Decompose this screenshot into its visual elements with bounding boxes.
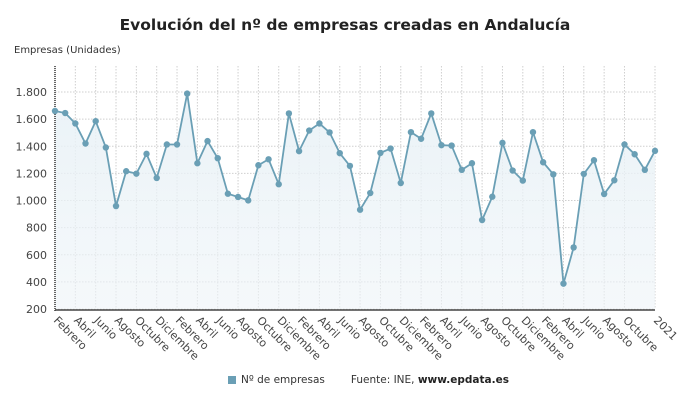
y-tick-label: 800 xyxy=(26,222,47,235)
data-point xyxy=(458,166,465,174)
data-point xyxy=(346,162,354,170)
data-point xyxy=(478,216,486,224)
data-point xyxy=(590,157,598,164)
data-point xyxy=(295,147,303,155)
data-point xyxy=(438,141,445,149)
y-tick-label: 1.200 xyxy=(16,167,48,180)
y-tick-label: 1.400 xyxy=(16,140,48,153)
data-point xyxy=(122,168,130,175)
data-point xyxy=(92,117,99,125)
data-point xyxy=(580,170,588,178)
chart-title: Evolución del nº de empresas creadas en … xyxy=(119,16,571,34)
data-point xyxy=(356,206,364,213)
data-point xyxy=(255,162,262,169)
data-point xyxy=(51,107,59,115)
data-point xyxy=(641,166,649,174)
y-tick-label: 1.000 xyxy=(16,195,48,208)
data-point xyxy=(336,149,343,157)
data-point xyxy=(306,127,313,134)
y-tick-label: 600 xyxy=(26,249,47,262)
series-line xyxy=(54,93,656,284)
data-point xyxy=(489,193,496,200)
data-point xyxy=(397,179,404,187)
data-point xyxy=(651,147,659,155)
source-site: www.epdata.es xyxy=(417,374,509,386)
y-axis-label: Empresas (Unidades) xyxy=(14,45,121,56)
y-tick-label: 1.600 xyxy=(16,113,48,126)
data-point xyxy=(245,197,252,204)
data-point xyxy=(611,177,618,184)
data-point xyxy=(224,190,232,197)
data-point xyxy=(539,159,547,166)
line-chart: 2004006008001.0001.2001.4001.6001.800Feb… xyxy=(16,66,680,363)
data-point xyxy=(163,141,171,148)
data-point xyxy=(184,90,191,97)
source-prefix: Fuente: INE, xyxy=(350,374,418,386)
data-point xyxy=(102,144,110,151)
data-point xyxy=(153,174,160,182)
data-point xyxy=(428,110,435,117)
data-point xyxy=(316,120,323,127)
data-point xyxy=(387,145,394,152)
data-point xyxy=(72,120,79,127)
data-point xyxy=(61,109,69,117)
legend-series-label[interactable]: Nº de empresas xyxy=(241,374,325,386)
data-point xyxy=(275,181,282,188)
data-point xyxy=(133,170,140,177)
data-point xyxy=(194,160,201,167)
data-point xyxy=(631,151,638,158)
data-point xyxy=(407,128,415,136)
data-point xyxy=(214,154,221,162)
data-point xyxy=(143,150,150,158)
data-point xyxy=(448,142,455,149)
y-tick-label: 1.800 xyxy=(16,86,48,99)
data-point xyxy=(173,141,181,148)
legend-swatch xyxy=(228,376,236,384)
data-point xyxy=(112,202,120,210)
data-point xyxy=(499,139,506,147)
data-point xyxy=(204,137,211,145)
data-point xyxy=(326,129,333,136)
data-point xyxy=(468,160,476,167)
data-point xyxy=(285,110,293,117)
data-point xyxy=(367,189,374,197)
data-point xyxy=(519,177,526,184)
y-tick-label: 200 xyxy=(26,303,47,316)
data-point xyxy=(82,140,89,147)
data-point xyxy=(234,193,242,201)
data-point xyxy=(529,128,537,136)
data-point xyxy=(621,141,628,148)
data-point xyxy=(570,244,577,251)
legend: Nº de empresas Fuente: INE, www.epdata.e… xyxy=(228,374,509,386)
data-point xyxy=(550,171,557,178)
data-point xyxy=(265,156,272,163)
data-point xyxy=(560,280,567,287)
y-tick-label: 400 xyxy=(26,276,47,289)
data-point xyxy=(377,149,384,157)
data-point xyxy=(600,190,608,198)
source-note: Fuente: INE, www.epdata.es xyxy=(351,374,509,386)
data-point xyxy=(417,135,425,142)
data-point xyxy=(509,167,516,174)
